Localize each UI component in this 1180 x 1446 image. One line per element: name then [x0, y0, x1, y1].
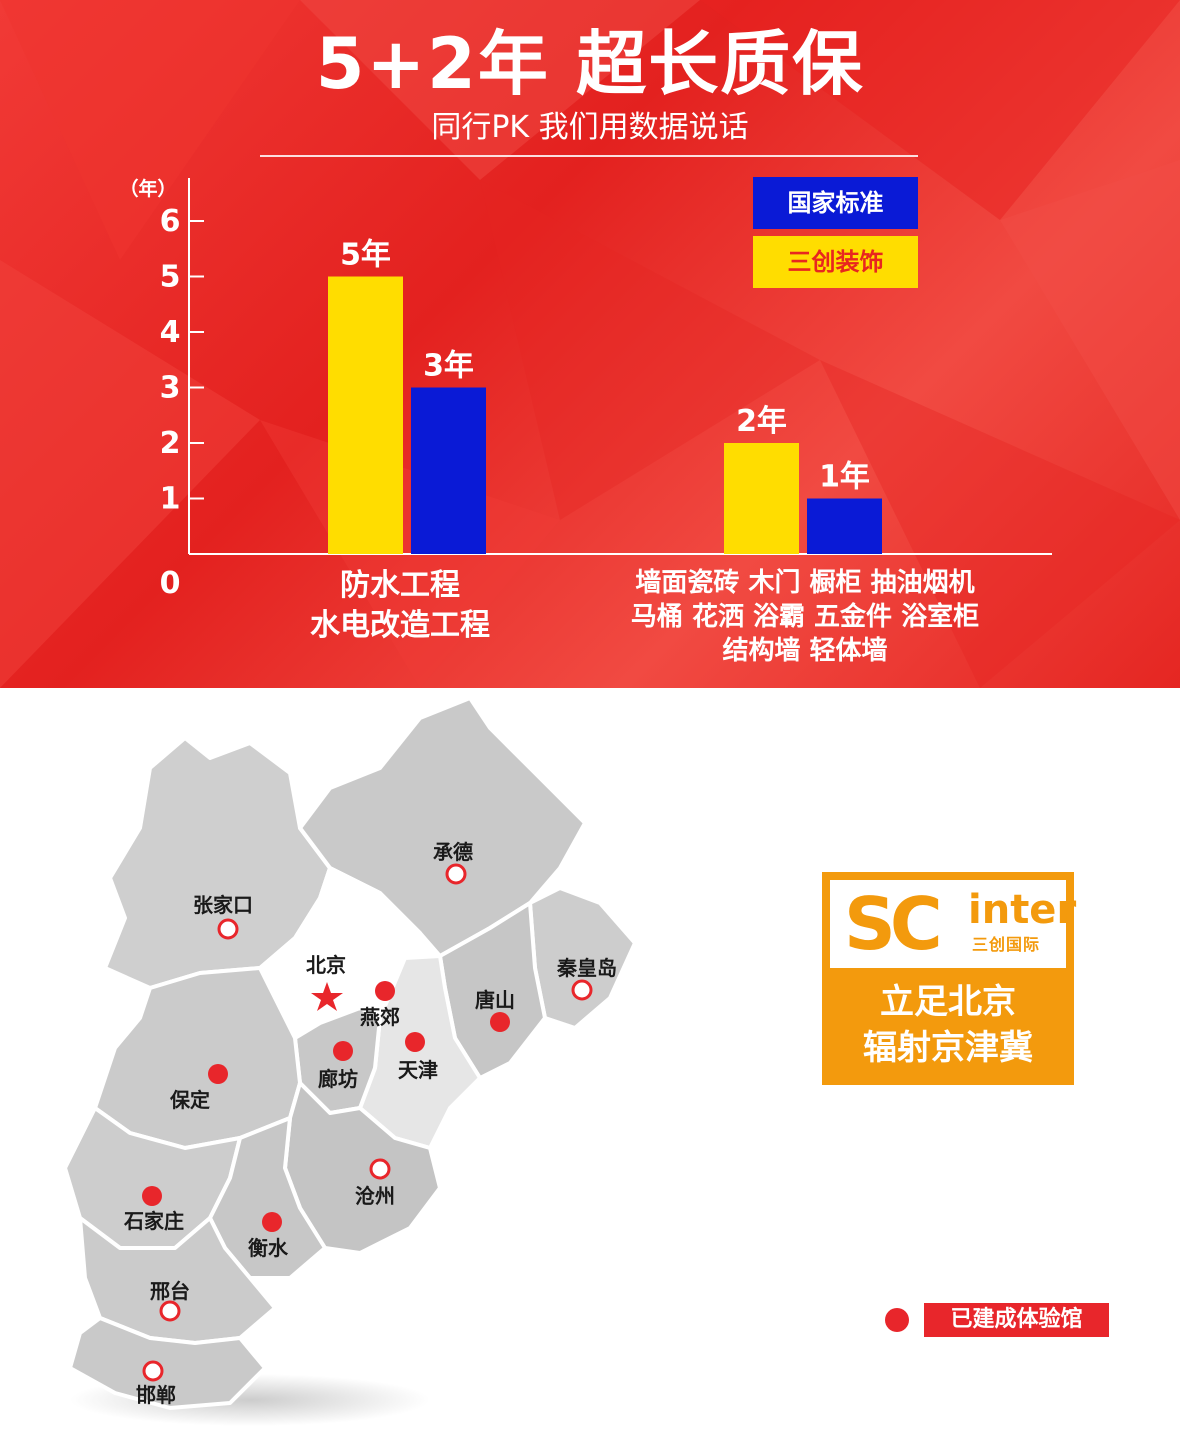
city-langfang: 廊坊	[318, 1067, 358, 1091]
sciinter-logo: SC inter 三创国际	[830, 880, 1076, 968]
bar-sanchuang-1	[328, 276, 403, 554]
city-tianjin: 天津	[398, 1058, 438, 1082]
page-subtitle: 同行PK 我们用数据说话	[431, 110, 749, 145]
y-tick-label-5: 5	[160, 260, 181, 295]
map-legend-label: 已建成体验馆	[924, 1303, 1109, 1337]
region-hengshui	[208, 1116, 327, 1280]
brand-slogan-line-1: 立足北京	[880, 982, 1016, 1022]
city-tangshan: 唐山	[475, 988, 515, 1012]
bar-national-1	[411, 387, 486, 554]
region-handan	[68, 1316, 267, 1410]
bar-label-national-2: 1年	[819, 460, 870, 495]
city-beijing: 北京	[306, 953, 346, 977]
bar-sanchuang-2	[724, 443, 799, 554]
city-yanjiao: 燕郊	[360, 1005, 400, 1029]
city-handan: 邯郸	[136, 1383, 176, 1407]
logo-sc-text: SC	[844, 882, 943, 966]
map-legend-dot-icon	[885, 1308, 909, 1332]
legend-national-standard: 国家标准	[753, 177, 918, 229]
category-1-line-2: 水电改造工程	[310, 608, 490, 643]
bar-label-sanchuang-2: 2年	[736, 404, 787, 439]
bar-label-sanchuang-1: 5年	[340, 238, 391, 273]
category-2-line-3: 结构墙 轻体墙	[722, 636, 888, 666]
bar-national-2	[807, 498, 882, 554]
background-polygons	[0, 0, 1180, 688]
category-label-1: 防水工程 水电改造工程	[290, 566, 510, 646]
hebei-region-map	[63, 696, 637, 1426]
category-2-line-1: 墙面瓷砖 木门 橱柜 抽油烟机	[635, 568, 975, 598]
y-axis-label: （年）	[119, 177, 176, 200]
y-tick-label-1: 1	[160, 482, 181, 517]
logo-sub-text: 三创国际	[972, 935, 1041, 954]
brand-slogan-line-2: 辐射京津冀	[863, 1028, 1033, 1068]
city-chengde: 承德	[433, 840, 473, 864]
warranty-bar-chart: （年） 0 1 2 3 4 5 6 5年 2年 3年 1年	[119, 177, 1052, 601]
y-tick-label-0: 0	[160, 566, 181, 601]
city-shijiazhuang: 石家庄	[124, 1209, 184, 1233]
y-ticks: 0 1 2 3 4 5 6	[160, 204, 204, 601]
city-xingtai: 邢台	[150, 1279, 190, 1303]
y-tick-label-4: 4	[160, 315, 181, 350]
bar-labels: 5年 2年 3年 1年	[340, 238, 870, 495]
page-title: 5+2年 超长质保	[315, 23, 865, 105]
title-divider	[260, 155, 918, 157]
y-tick-label-2: 2	[160, 426, 181, 461]
legend-sanchuang: 三创装饰	[753, 236, 918, 288]
warranty-chart-panel: 5+2年 超长质保 同行PK 我们用数据说话 （年） 0 1 2 3 4 5 6 5年 2年 3…	[0, 0, 1180, 688]
city-baoding: 保定	[170, 1088, 210, 1112]
category-1-line-1: 防水工程	[340, 568, 460, 603]
brand-box: SC inter 三创国际 立足北京 辐射京津冀	[822, 872, 1076, 1085]
y-tick-label-6: 6	[160, 204, 181, 239]
region-baoding	[93, 966, 302, 1150]
city-qinhuangdao: 秦皇岛	[557, 956, 617, 980]
y-tick-label-3: 3	[160, 371, 181, 406]
city-cangzhou: 沧州	[355, 1184, 395, 1208]
category-2-line-2: 马桶 花洒 浴霸 五金件 浴室柜	[630, 602, 980, 632]
category-label-2: 墙面瓷砖 木门 橱柜 抽油烟机 马桶 花洒 浴霸 五金件 浴室柜 结构墙 轻体墙	[610, 566, 1000, 668]
city-zhangjiakou: 张家口	[193, 893, 253, 917]
city-hengshui: 衡水	[248, 1236, 288, 1260]
bars	[328, 276, 882, 554]
bar-label-national-1: 3年	[423, 349, 474, 384]
logo-inter-text: inter	[968, 887, 1077, 933]
